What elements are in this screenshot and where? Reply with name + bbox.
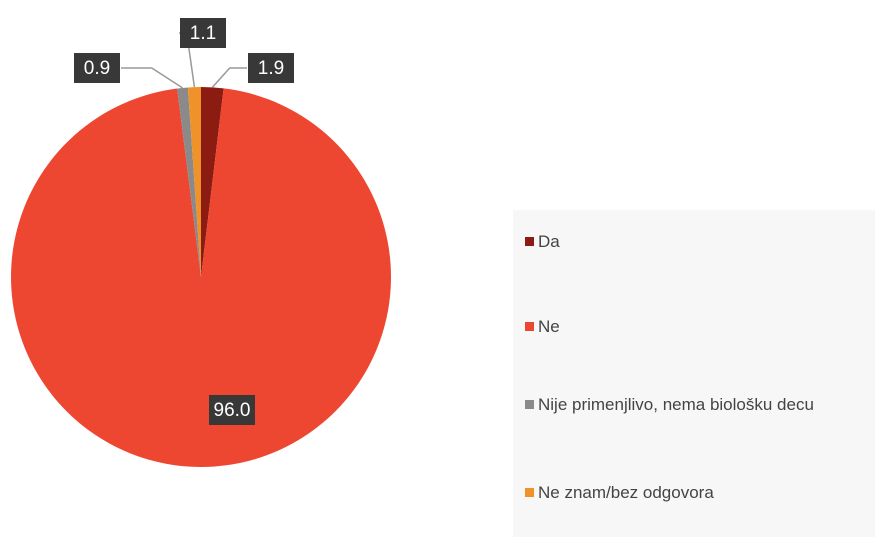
label-box <box>74 53 120 83</box>
pie-slice <box>201 87 224 277</box>
legend-item: Ne znam/bez odgovora <box>525 483 865 503</box>
value-label: 1.1 <box>190 23 216 44</box>
legend-item: Da <box>525 232 865 252</box>
leader-line <box>121 67 183 89</box>
legend-item: Nije primenjlivo, nema biološku decu <box>525 395 865 415</box>
pie-slice <box>11 88 392 468</box>
label-box <box>248 53 294 83</box>
legend-swatch <box>525 400 534 409</box>
label-box <box>209 395 255 425</box>
legend-label: Ne <box>538 317 560 336</box>
label-box <box>180 18 226 48</box>
pie-slice <box>187 87 201 277</box>
value-label: 0.9 <box>84 58 110 79</box>
pie-slice <box>177 87 201 277</box>
legend-swatch <box>525 322 534 331</box>
legend-swatch <box>525 237 534 246</box>
legend-label: Ne znam/bez odgovora <box>538 483 714 502</box>
legend-swatch <box>525 488 534 497</box>
value-label: 96.0 <box>214 400 251 421</box>
legend: Da Ne Nije primenjlivo, nema biološku decu… <box>513 210 875 537</box>
legend-label: Nije primenjlivo, nema biološku decu <box>538 395 814 414</box>
leader-line <box>211 67 247 88</box>
value-label: 1.9 <box>258 58 284 79</box>
legend-item: Ne <box>525 317 865 337</box>
legend-label: Da <box>538 232 560 251</box>
